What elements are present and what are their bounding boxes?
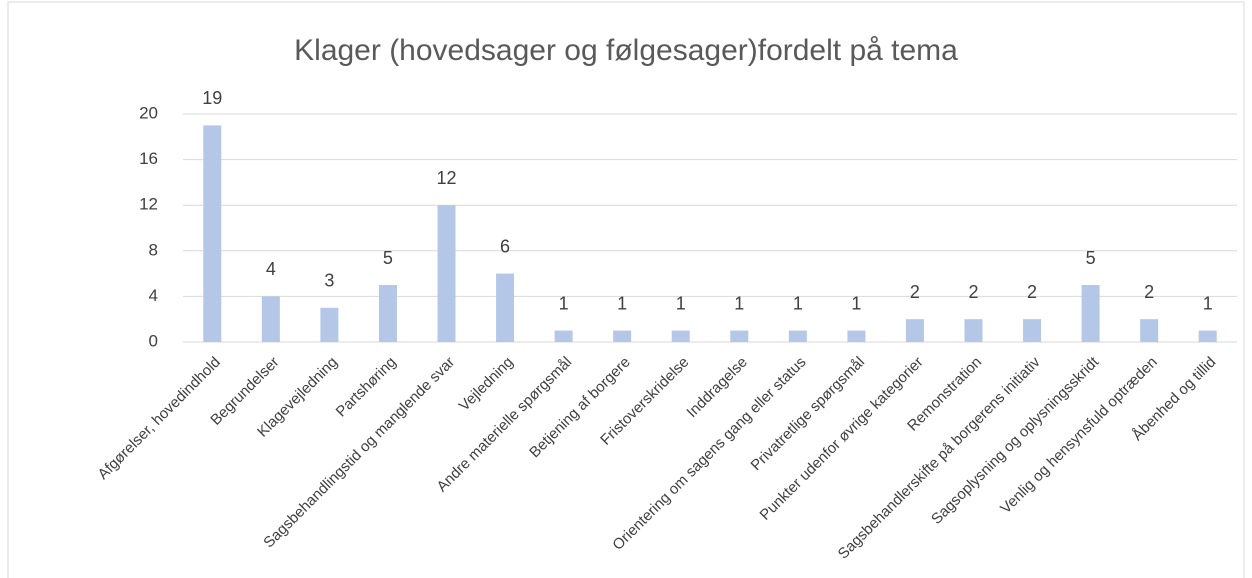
data-label: 3 — [324, 271, 334, 291]
y-tick-label: 4 — [149, 286, 158, 305]
data-label: 5 — [1086, 248, 1096, 268]
bar — [554, 330, 573, 342]
bar — [905, 319, 924, 342]
bar — [613, 330, 632, 342]
bar — [730, 330, 749, 342]
bar — [496, 273, 515, 342]
data-label: 2 — [1027, 282, 1037, 302]
data-label: 2 — [910, 282, 920, 302]
data-label: 1 — [676, 293, 686, 313]
bar — [671, 330, 690, 342]
data-label: 2 — [968, 282, 978, 302]
y-tick-label: 16 — [139, 149, 158, 168]
data-label: 1 — [1203, 293, 1213, 313]
y-tick-label: 20 — [139, 103, 158, 122]
y-tick-label: 8 — [149, 240, 158, 259]
data-label: 1 — [793, 293, 803, 313]
bar — [203, 125, 222, 343]
bar — [261, 296, 280, 342]
data-label: 1 — [559, 293, 569, 313]
data-label: 1 — [617, 293, 627, 313]
data-label: 5 — [383, 248, 393, 268]
bar — [1023, 319, 1042, 342]
data-label: 1 — [734, 293, 744, 313]
bar — [320, 307, 339, 342]
bar — [1140, 319, 1159, 342]
chart-title: Klager (hovedsager og følgesager)fordelt… — [294, 34, 958, 67]
data-label: 6 — [500, 236, 510, 256]
bar — [847, 330, 866, 342]
data-label: 12 — [436, 168, 456, 188]
bar — [437, 205, 456, 342]
bar — [378, 285, 397, 342]
data-label: 19 — [202, 88, 222, 108]
chart-frame — [7, 1, 1245, 578]
data-label: 1 — [851, 293, 861, 313]
bar — [964, 319, 983, 342]
bar — [1198, 330, 1217, 342]
y-tick-label: 0 — [149, 331, 158, 350]
data-label: 2 — [1144, 282, 1154, 302]
bar — [788, 330, 807, 342]
bar — [1081, 285, 1100, 342]
data-label: 4 — [266, 259, 276, 279]
y-tick-label: 12 — [139, 195, 158, 214]
